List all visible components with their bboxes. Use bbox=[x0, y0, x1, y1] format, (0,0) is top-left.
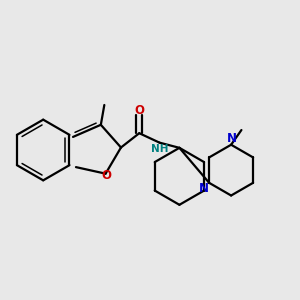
Text: NH: NH bbox=[151, 144, 169, 154]
Text: N: N bbox=[227, 132, 237, 145]
Text: O: O bbox=[102, 169, 112, 182]
Text: N: N bbox=[199, 182, 208, 195]
Text: O: O bbox=[135, 104, 145, 117]
